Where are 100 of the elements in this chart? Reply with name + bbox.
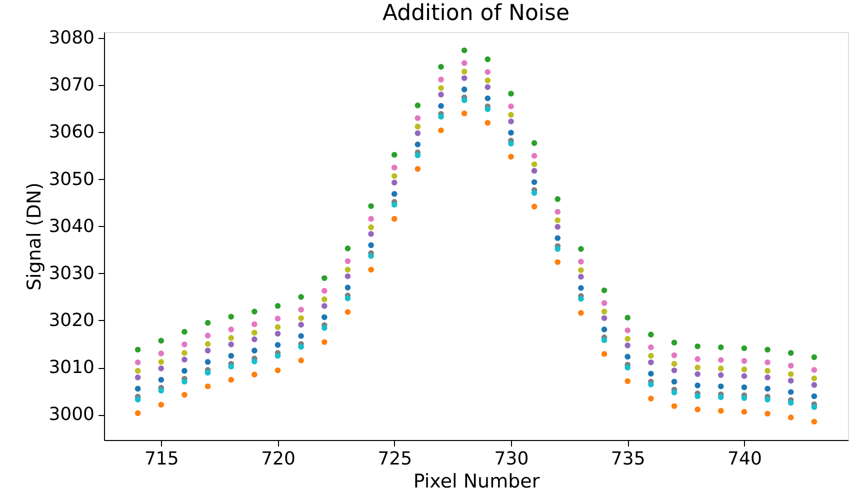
point (134, 386, 141, 392)
point (298, 306, 304, 313)
point (414, 124, 421, 130)
point (508, 154, 514, 160)
point (484, 78, 491, 84)
point (648, 332, 654, 338)
point (321, 296, 328, 302)
point (182, 368, 188, 374)
point (508, 118, 514, 124)
point (671, 352, 678, 358)
x-tick-label: 740 (728, 448, 762, 470)
point (811, 354, 818, 360)
point (391, 180, 398, 186)
point (718, 394, 724, 400)
point (134, 368, 141, 374)
point (391, 164, 398, 170)
point (811, 366, 818, 373)
point (274, 352, 281, 359)
point (274, 324, 281, 330)
y-axis-title: Signal (DN) (24, 182, 46, 291)
point (578, 296, 584, 302)
point (648, 396, 654, 402)
point (252, 358, 258, 364)
point (764, 410, 770, 417)
point (344, 266, 351, 273)
point (438, 114, 444, 120)
point (624, 327, 631, 334)
chart-title: Addition of Noise (382, 1, 570, 26)
point (368, 266, 374, 273)
point (204, 370, 211, 376)
point (811, 375, 818, 382)
point (484, 69, 491, 75)
point (578, 285, 584, 291)
point (252, 321, 258, 328)
point (694, 356, 700, 362)
point (718, 408, 724, 414)
point (274, 316, 281, 322)
point (764, 359, 770, 366)
point (414, 102, 421, 108)
point (461, 75, 468, 82)
point (601, 300, 608, 306)
point (531, 168, 538, 174)
point (391, 152, 398, 158)
y-tick-label: 3080 (48, 28, 94, 49)
point (671, 390, 678, 396)
point (484, 106, 491, 112)
point (718, 344, 724, 350)
point (158, 388, 164, 394)
point (461, 60, 468, 66)
point (554, 217, 561, 224)
point (601, 308, 608, 314)
y-tick-label: 3030 (48, 262, 94, 284)
point (321, 339, 328, 346)
point (414, 152, 421, 158)
point (718, 357, 724, 363)
point (182, 342, 188, 348)
point (741, 358, 748, 364)
point (344, 284, 351, 290)
point (134, 346, 141, 353)
point (578, 246, 584, 252)
point (531, 204, 538, 210)
point (134, 359, 141, 366)
y-tick-label: 3070 (48, 74, 94, 96)
point (344, 309, 351, 315)
point (298, 322, 304, 328)
y-tick-label: 3060 (48, 122, 94, 143)
point (368, 216, 374, 222)
point (624, 364, 631, 370)
point (648, 370, 654, 377)
point (554, 196, 561, 202)
point (531, 179, 538, 186)
point (741, 366, 748, 372)
point (484, 84, 491, 90)
point (438, 76, 444, 82)
point (204, 383, 211, 390)
point (578, 267, 584, 274)
point (414, 130, 421, 136)
point (204, 320, 211, 326)
point (741, 408, 748, 415)
point (601, 326, 608, 332)
point (204, 358, 211, 365)
point (624, 342, 631, 348)
point (648, 382, 654, 388)
point (601, 315, 608, 322)
y-tick-label: 3040 (48, 216, 94, 237)
point (648, 344, 654, 350)
point (298, 333, 304, 339)
point (741, 384, 748, 390)
point (391, 216, 398, 222)
point (531, 152, 538, 159)
point (461, 68, 468, 74)
point (554, 259, 561, 266)
point (182, 378, 188, 385)
point (134, 374, 141, 380)
point (134, 396, 141, 402)
point (158, 402, 164, 408)
point (694, 406, 700, 412)
point (764, 386, 770, 392)
point (554, 235, 561, 242)
point (531, 140, 538, 146)
